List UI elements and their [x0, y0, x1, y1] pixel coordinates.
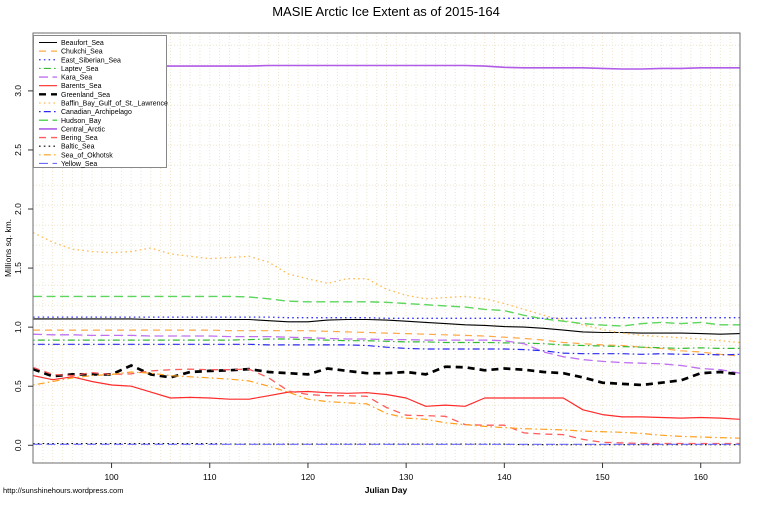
legend-label-Sea_of_Okhotsk: Sea_of_Okhotsk	[61, 152, 113, 159]
legend-label-Greenland_Sea: Greenland_Sea	[61, 92, 110, 99]
x-axis: 100 110 120 130 140 150 160	[104, 463, 708, 482]
legend-label-Chukchi_Sea: Chukchi_Sea	[61, 49, 103, 56]
y-tick-label: 1.0	[13, 321, 23, 333]
x-tick-label: 110	[203, 472, 217, 482]
legend-label-East_Siberian_Sea: East_Siberian_Sea	[61, 57, 121, 64]
x-tick-label: 150	[595, 472, 609, 482]
y-tick-label: 2.0	[13, 203, 23, 215]
footer-url: http://sunshinehours.wordpress.com	[3, 486, 123, 495]
series-layer	[32, 63, 741, 446]
series-line-Chukchi_Sea	[33, 329, 741, 357]
legend-label-Beaufort_Sea: Beaufort_Sea	[61, 40, 104, 47]
series-line-Bering_Sea	[32, 366, 740, 445]
legend-label-Laptev_Sea: Laptev_Sea	[61, 66, 98, 73]
series-line-Laptev_Sea	[33, 338, 740, 349]
legend-label-Canadian_Archipelago: Canadian_Archipelago	[61, 109, 132, 116]
x-tick-label: 140	[497, 472, 511, 482]
series-line-Sea_of_Okhotsk	[32, 371, 741, 439]
x-tick-label: 160	[694, 472, 708, 482]
y-axis-label: Millions sq. km.	[3, 219, 13, 277]
y-tick-label: 1.5	[13, 262, 23, 274]
legend-label-Yellow_Sea: Yellow_Sea	[61, 161, 97, 168]
series-line-Hudson_Bay	[33, 295, 740, 327]
legend: Beaufort_Sea Chukchi_SeaEast_Siberian_Sea…	[33, 35, 168, 168]
y-tick-label: 0.5	[13, 380, 23, 392]
y-tick-label: 0.0	[13, 439, 23, 451]
legend-box	[33, 35, 167, 168]
series-line-Kara_Sea	[32, 333, 741, 374]
legend-label-Baffin_Bay_Gulf_of_St._Lawrence: Baffin_Bay_Gulf_of_St._Lawrence	[61, 100, 168, 107]
legend-label-Barents_Sea: Barents_Sea	[61, 83, 102, 90]
series-line-Beaufort_Sea	[33, 318, 741, 335]
x-tick-label: 100	[104, 472, 118, 482]
chart-title: MASIE Arctic Ice Extent as of 2015-164	[272, 4, 500, 19]
legend-label-Kara_Sea: Kara_Sea	[61, 75, 92, 82]
legend-label-Central_Arctic: Central_Arctic	[61, 126, 105, 133]
y-axis: 0.0 0.5 1.0 1.5 2.0 2.5 3.0	[13, 85, 33, 451]
legend-label-Bering_Sea: Bering_Sea	[61, 135, 98, 142]
legend-label-Baltic_Sea: Baltic_Sea	[61, 144, 95, 151]
x-tick-label: 130	[399, 472, 413, 482]
series-line-Greenland_Sea	[32, 364, 741, 387]
series-line-Barents_Sea	[32, 375, 741, 420]
x-tick-label: 120	[301, 472, 315, 482]
y-tick-label: 3.0	[13, 85, 23, 97]
series-line-Canadian_Archipelago	[33, 343, 741, 356]
y-tick-label: 2.5	[13, 144, 23, 156]
legend-label-Hudson_Bay: Hudson_Bay	[61, 118, 102, 125]
plot-border	[32, 32, 741, 464]
x-axis-label: Julian Day	[365, 485, 408, 495]
